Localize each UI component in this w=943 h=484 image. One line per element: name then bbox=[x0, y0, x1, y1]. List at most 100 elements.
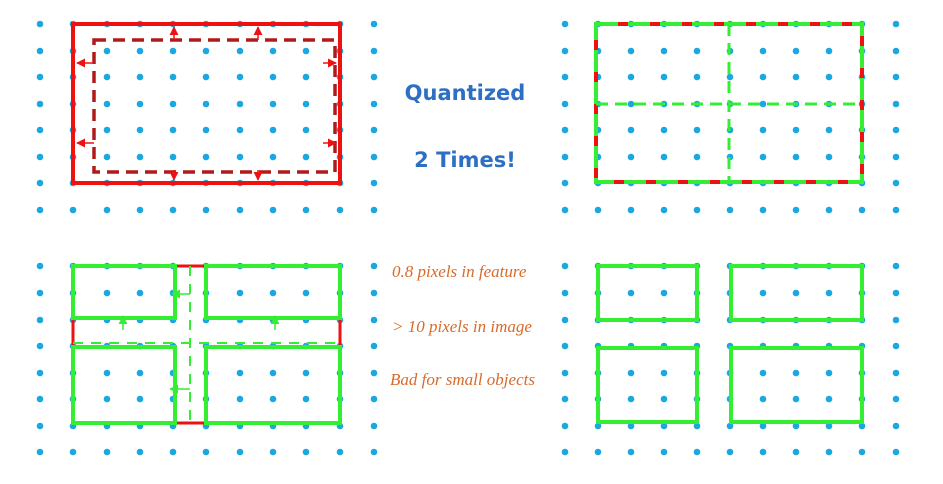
grid-dot bbox=[103, 47, 111, 55]
grid-dot bbox=[627, 395, 635, 403]
grid-dot bbox=[169, 126, 177, 134]
grid-dot bbox=[759, 448, 767, 456]
grid-dot bbox=[726, 73, 734, 81]
grid-dot bbox=[792, 206, 800, 214]
grid-dot bbox=[302, 153, 310, 161]
grid-dot bbox=[370, 20, 378, 28]
grid-dot bbox=[792, 369, 800, 377]
grid-dot bbox=[627, 369, 635, 377]
grid-dot bbox=[36, 20, 44, 28]
grid-dot bbox=[660, 206, 668, 214]
grid-dot bbox=[103, 126, 111, 134]
grid-dot bbox=[693, 126, 701, 134]
panel-bottom-right bbox=[596, 264, 864, 424]
grid-dot bbox=[236, 100, 244, 108]
grid-dot bbox=[202, 100, 210, 108]
grid-dot bbox=[892, 20, 900, 28]
grid-dot bbox=[36, 369, 44, 377]
final-bin bbox=[729, 346, 864, 424]
grid-dot bbox=[336, 448, 344, 456]
grid-dot bbox=[660, 126, 668, 134]
grid-dot bbox=[759, 289, 767, 297]
grid-dot bbox=[269, 47, 277, 55]
grid-dot bbox=[892, 206, 900, 214]
grid-dot bbox=[69, 448, 77, 456]
grid-dot bbox=[726, 206, 734, 214]
grid-dot bbox=[792, 73, 800, 81]
grid-dot bbox=[236, 448, 244, 456]
grid-dot bbox=[36, 342, 44, 350]
grid-dot bbox=[302, 289, 310, 297]
grid-dot bbox=[660, 289, 668, 297]
grid-dot bbox=[759, 153, 767, 161]
grid-dot bbox=[627, 289, 635, 297]
grid-dot bbox=[103, 206, 111, 214]
grid-dot bbox=[660, 153, 668, 161]
grid-dot bbox=[370, 179, 378, 187]
grid-dot bbox=[302, 206, 310, 214]
grid-dot bbox=[269, 100, 277, 108]
grid-dot bbox=[858, 422, 866, 430]
original-roi-box bbox=[92, 38, 337, 174]
grid-dot bbox=[202, 448, 210, 456]
grid-dot bbox=[136, 73, 144, 81]
grid-dot bbox=[302, 369, 310, 377]
grid-dot bbox=[169, 73, 177, 81]
grid-dot bbox=[594, 448, 602, 456]
grid-dot bbox=[726, 448, 734, 456]
grid-dot bbox=[561, 262, 569, 270]
grid-dot bbox=[892, 289, 900, 297]
grid-dot bbox=[202, 153, 210, 161]
grid-dot bbox=[693, 448, 701, 456]
grid-dot bbox=[36, 289, 44, 297]
caption-small-objects: Bad for small objects bbox=[390, 370, 535, 389]
grid-dot bbox=[825, 47, 833, 55]
grid-dot bbox=[103, 369, 111, 377]
grid-dot bbox=[792, 448, 800, 456]
grid-dot bbox=[269, 448, 277, 456]
grid-dot bbox=[660, 369, 668, 377]
grid-dot bbox=[693, 47, 701, 55]
grid-dot bbox=[236, 369, 244, 377]
grid-dot bbox=[561, 342, 569, 350]
grid-dot bbox=[627, 100, 635, 108]
grid-dot bbox=[561, 369, 569, 377]
grid-dot bbox=[103, 100, 111, 108]
grid-dot bbox=[36, 206, 44, 214]
grid-dot bbox=[169, 153, 177, 161]
grid-dot bbox=[370, 206, 378, 214]
grid-dot bbox=[136, 448, 144, 456]
grid-dot bbox=[36, 73, 44, 81]
panel-top-left bbox=[71, 22, 342, 185]
grid-dot bbox=[627, 73, 635, 81]
grid-dot bbox=[561, 448, 569, 456]
grid-dot bbox=[36, 126, 44, 134]
final-bin bbox=[596, 264, 699, 322]
grid-dot bbox=[561, 395, 569, 403]
grid-dot bbox=[302, 126, 310, 134]
grid-dot bbox=[561, 422, 569, 430]
grid-dot bbox=[302, 395, 310, 403]
grid-dot bbox=[136, 153, 144, 161]
grid-dot bbox=[236, 47, 244, 55]
grid-dot bbox=[370, 422, 378, 430]
grid-dot bbox=[169, 100, 177, 108]
grid-dot bbox=[759, 100, 767, 108]
grid-dot bbox=[892, 262, 900, 270]
grid-dot bbox=[561, 20, 569, 28]
grid-dot bbox=[594, 422, 602, 430]
grid-dot bbox=[892, 448, 900, 456]
grid-dot bbox=[236, 126, 244, 134]
grid-dot bbox=[302, 47, 310, 55]
quantized-roi-box bbox=[71, 22, 342, 185]
grid-dot bbox=[892, 73, 900, 81]
grid-dot bbox=[269, 153, 277, 161]
grid-dot bbox=[136, 126, 144, 134]
grid-dot bbox=[561, 126, 569, 134]
grid-dot bbox=[36, 153, 44, 161]
grid-dot bbox=[627, 206, 635, 214]
grid-dot bbox=[561, 47, 569, 55]
grid-dot bbox=[370, 289, 378, 297]
grid-dot bbox=[236, 289, 244, 297]
grid-dot bbox=[627, 47, 635, 55]
